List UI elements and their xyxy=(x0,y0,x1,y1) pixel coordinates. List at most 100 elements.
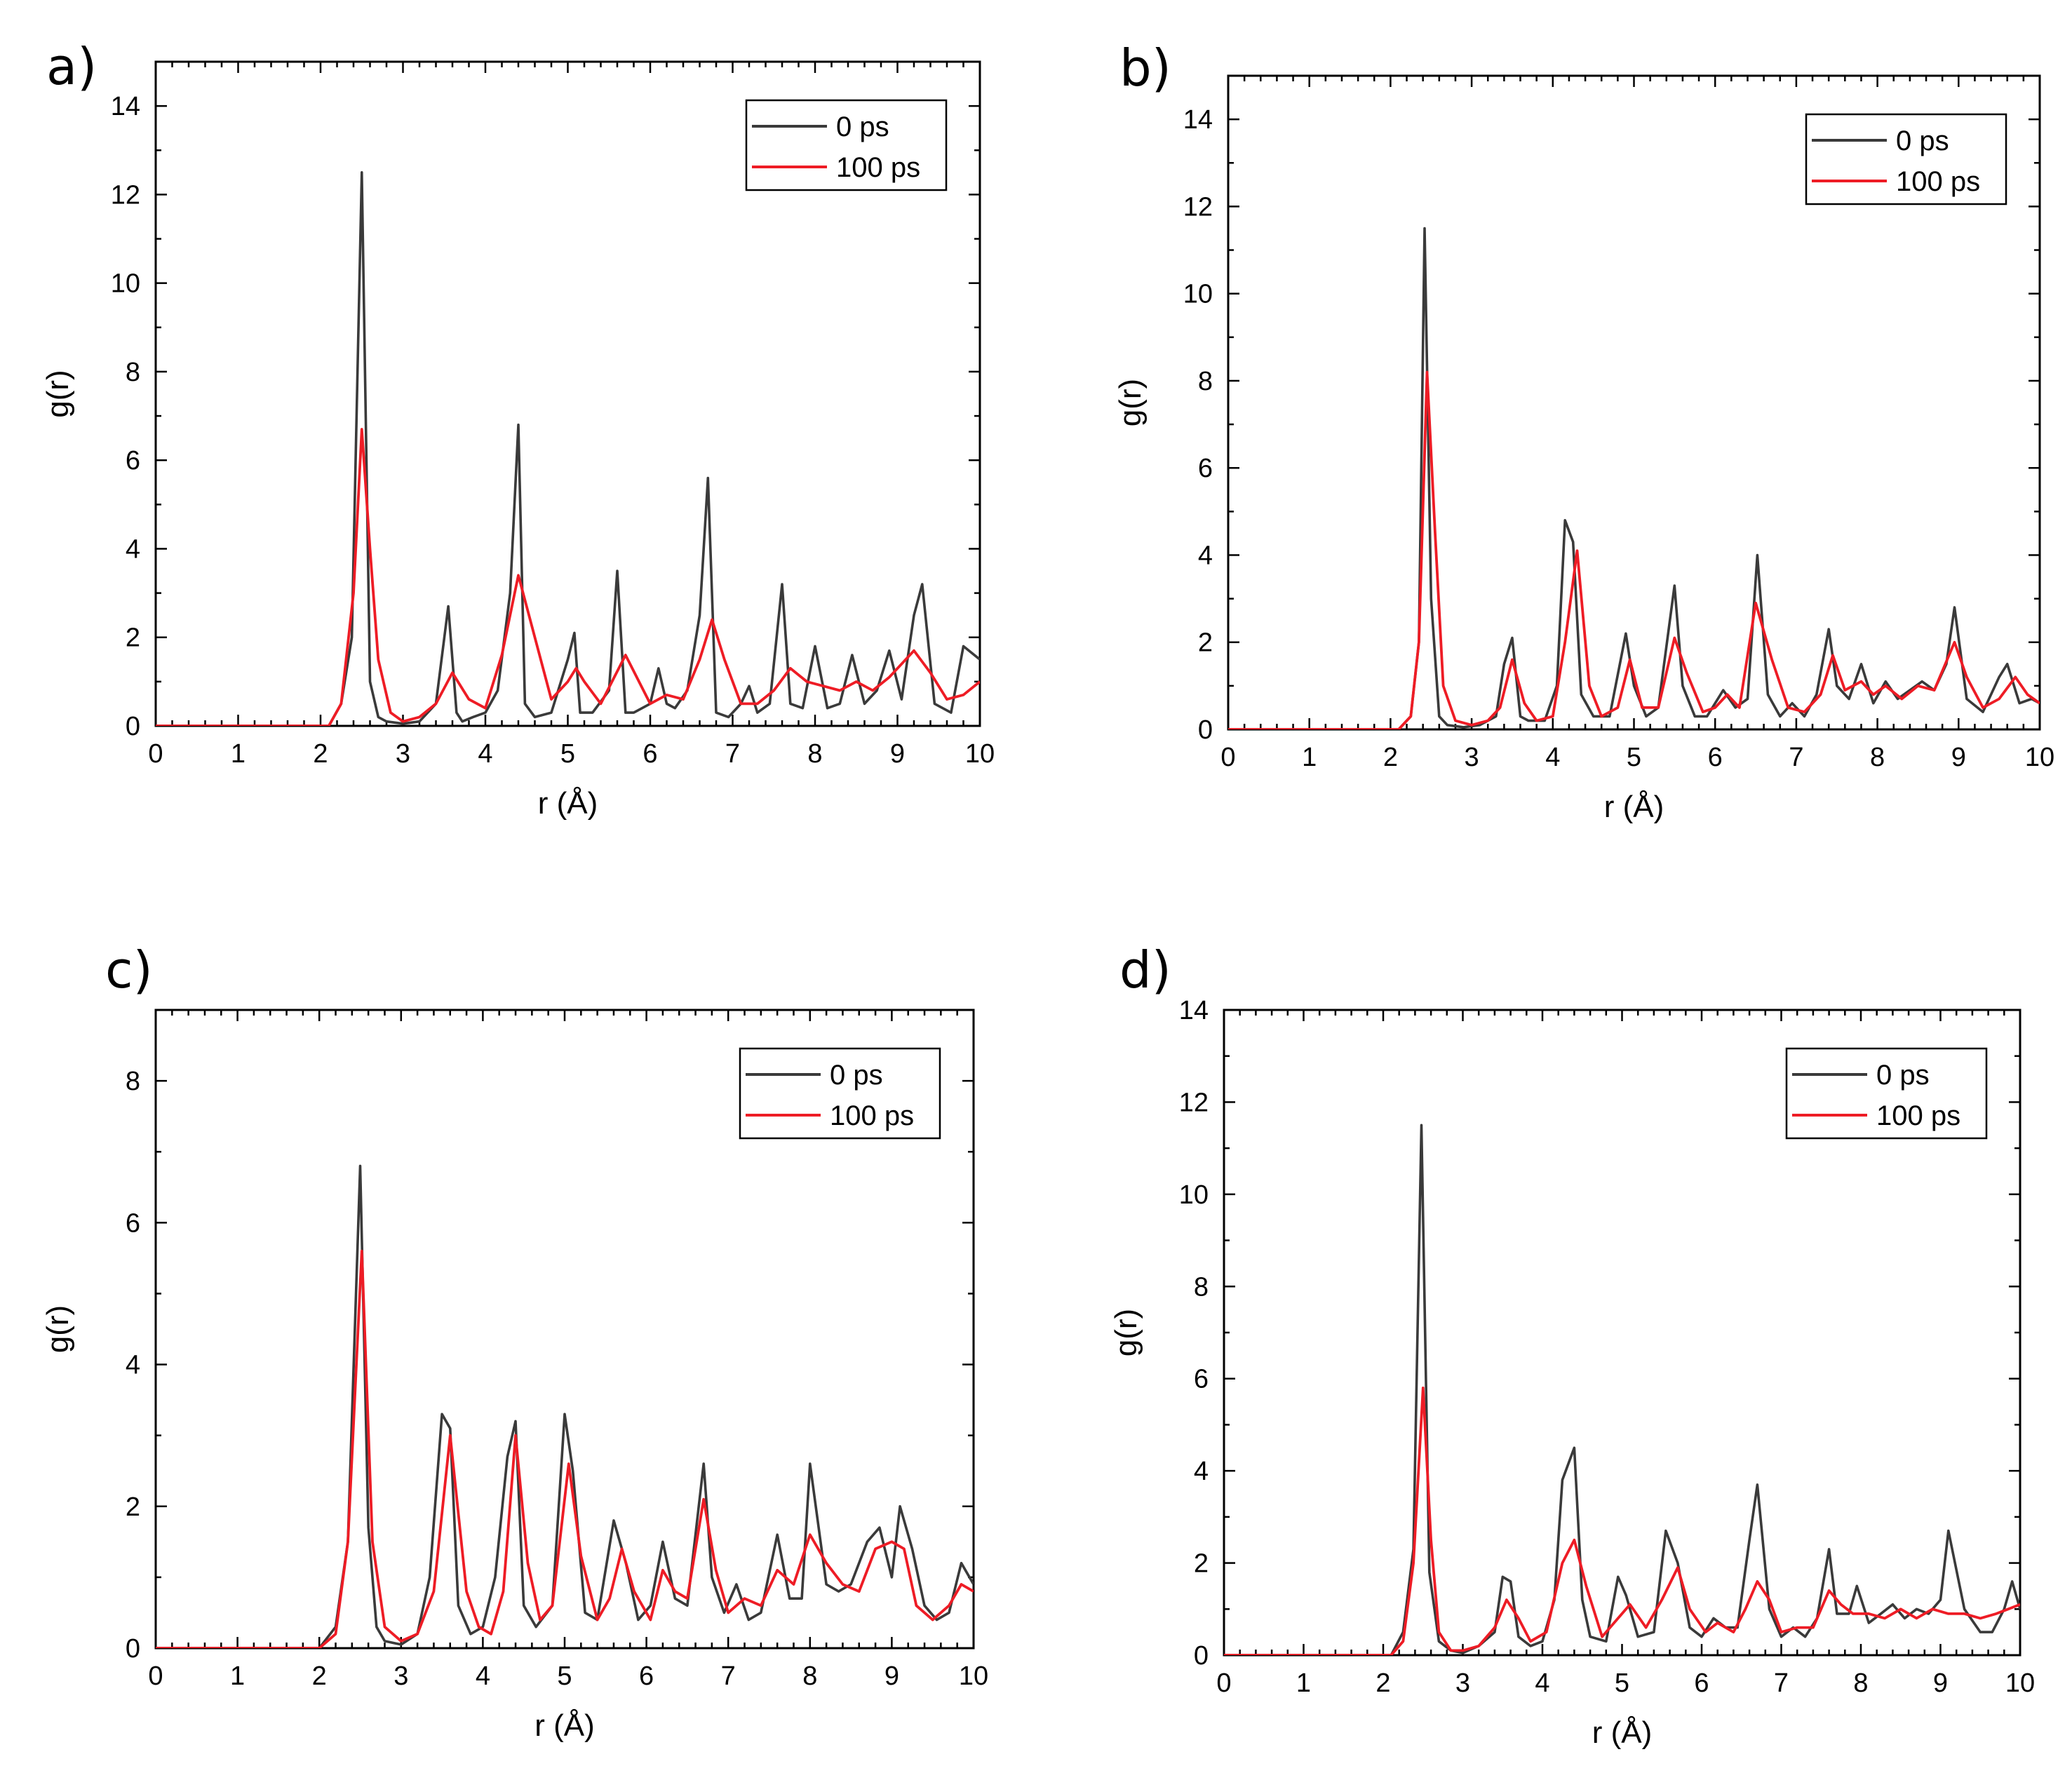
x-tick-label: 9 xyxy=(890,739,905,769)
x-tick-label: 10 xyxy=(965,739,995,769)
legend-label: 0 ps xyxy=(830,1060,883,1091)
legend-box xyxy=(745,99,948,191)
series-line-100-ps xyxy=(1224,1387,2020,1655)
y-tick-label: 4 xyxy=(126,534,140,564)
y-tick-label: 0 xyxy=(1194,1641,1209,1671)
x-tick-label: 10 xyxy=(2025,743,2054,772)
x-tick-label: 5 xyxy=(1615,1668,1629,1698)
x-tick-label: 2 xyxy=(312,1661,327,1691)
x-tick-label: 8 xyxy=(807,739,822,769)
x-tick-label: 3 xyxy=(396,739,410,769)
y-tick-label: 6 xyxy=(1198,454,1213,483)
y-tick-label: 12 xyxy=(1179,1088,1209,1117)
y-tick-label: 4 xyxy=(1194,1457,1209,1486)
x-tick-label: 0 xyxy=(148,1661,163,1691)
y-tick-label: 2 xyxy=(126,623,140,653)
legend-label: 100 ps xyxy=(1896,166,1980,197)
y-tick-label: 0 xyxy=(1198,715,1213,745)
x-tick-label: 4 xyxy=(476,1661,490,1691)
y-tick-label: 10 xyxy=(1179,1180,1209,1210)
y-axis-title: g(r) xyxy=(41,1305,75,1353)
x-tick-label: 4 xyxy=(1545,743,1560,772)
x-tick-label: 5 xyxy=(1627,743,1641,772)
x-tick-label: 0 xyxy=(148,739,163,769)
x-tick-label: 3 xyxy=(393,1661,408,1691)
panel-label: c) xyxy=(105,941,153,999)
y-tick-label: 14 xyxy=(111,92,140,121)
legend-label: 0 ps xyxy=(836,112,889,142)
legend-label: 0 ps xyxy=(1896,126,1949,156)
y-tick-label: 6 xyxy=(1194,1365,1209,1394)
x-tick-label: 7 xyxy=(1789,743,1803,772)
x-tick-label: 5 xyxy=(557,1661,572,1691)
x-axis-title: r (Å) xyxy=(1592,1715,1653,1750)
x-tick-label: 2 xyxy=(1375,1668,1390,1698)
x-tick-label: 4 xyxy=(478,739,492,769)
x-tick-label: 1 xyxy=(1296,1668,1311,1698)
legend-label: 100 ps xyxy=(836,152,920,183)
y-tick-label: 14 xyxy=(1179,996,1209,1025)
y-tick-label: 0 xyxy=(126,1634,140,1664)
x-tick-label: 8 xyxy=(1853,1668,1868,1698)
x-tick-label: 1 xyxy=(230,1661,245,1691)
series-line-100-ps xyxy=(156,428,980,726)
y-axis-title: g(r) xyxy=(41,370,75,417)
x-tick-label: 0 xyxy=(1216,1668,1231,1698)
y-tick-label: 4 xyxy=(1198,541,1213,570)
panel-label: d) xyxy=(1119,941,1171,999)
series-line-0-ps xyxy=(156,171,980,726)
y-tick-label: 10 xyxy=(111,269,140,299)
legend-box xyxy=(739,1047,941,1140)
y-tick-label: 6 xyxy=(126,1208,140,1238)
legend-box xyxy=(1785,1047,1988,1140)
x-tick-label: 7 xyxy=(725,739,740,769)
x-tick-label: 8 xyxy=(802,1661,817,1691)
x-tick-label: 1 xyxy=(231,739,245,769)
series-line-0-ps xyxy=(156,1164,974,1648)
x-tick-label: 6 xyxy=(639,1661,654,1691)
x-tick-label: 7 xyxy=(721,1661,736,1691)
x-tick-label: 7 xyxy=(1774,1668,1789,1698)
x-tick-label: 3 xyxy=(1465,743,1479,772)
y-tick-label: 2 xyxy=(126,1492,140,1522)
x-tick-label: 10 xyxy=(2005,1668,2035,1698)
chart-panel-3: c) 0 1 2 3 4 5 6 7 8 9 10 0 2 4 6 8 r (Å) g(r) 0 ps 100 ps xyxy=(41,941,988,1743)
series-line-0-ps xyxy=(1224,1124,2020,1655)
x-tick-label: 6 xyxy=(1694,1668,1709,1698)
y-tick-label: 12 xyxy=(1183,192,1213,222)
x-tick-label: 0 xyxy=(1220,743,1235,772)
x-tick-label: 8 xyxy=(1870,743,1885,772)
x-tick-label: 4 xyxy=(1535,1668,1549,1698)
x-tick-label: 9 xyxy=(884,1661,899,1691)
x-tick-label: 1 xyxy=(1302,743,1317,772)
x-tick-label: 9 xyxy=(1933,1668,1948,1698)
panel-label: b) xyxy=(1119,39,1171,97)
y-tick-label: 8 xyxy=(126,358,140,387)
y-axis-title: g(r) xyxy=(1113,379,1148,426)
x-tick-label: 5 xyxy=(560,739,575,769)
x-tick-label: 9 xyxy=(1951,743,1966,772)
series-line-100-ps xyxy=(1228,370,2040,729)
y-tick-label: 4 xyxy=(126,1351,140,1380)
legend-box xyxy=(1805,113,2007,205)
x-tick-label: 10 xyxy=(959,1661,988,1691)
x-tick-label: 6 xyxy=(643,739,657,769)
y-tick-label: 12 xyxy=(111,180,140,210)
y-tick-label: 10 xyxy=(1183,280,1213,309)
y-tick-label: 2 xyxy=(1198,628,1213,658)
x-tick-label: 6 xyxy=(1708,743,1723,772)
legend-label: 0 ps xyxy=(1876,1060,1930,1091)
x-tick-label: 3 xyxy=(1455,1668,1470,1698)
y-tick-label: 6 xyxy=(126,446,140,476)
x-axis-title: r (Å) xyxy=(534,1708,595,1743)
y-tick-label: 8 xyxy=(1198,367,1213,396)
y-axis-title: g(r) xyxy=(1109,1309,1143,1356)
legend-label: 100 ps xyxy=(830,1100,914,1131)
panel-label: a) xyxy=(46,37,97,96)
series-line-100-ps xyxy=(156,1249,974,1648)
legend-label: 100 ps xyxy=(1876,1100,1960,1131)
x-tick-label: 2 xyxy=(313,739,328,769)
